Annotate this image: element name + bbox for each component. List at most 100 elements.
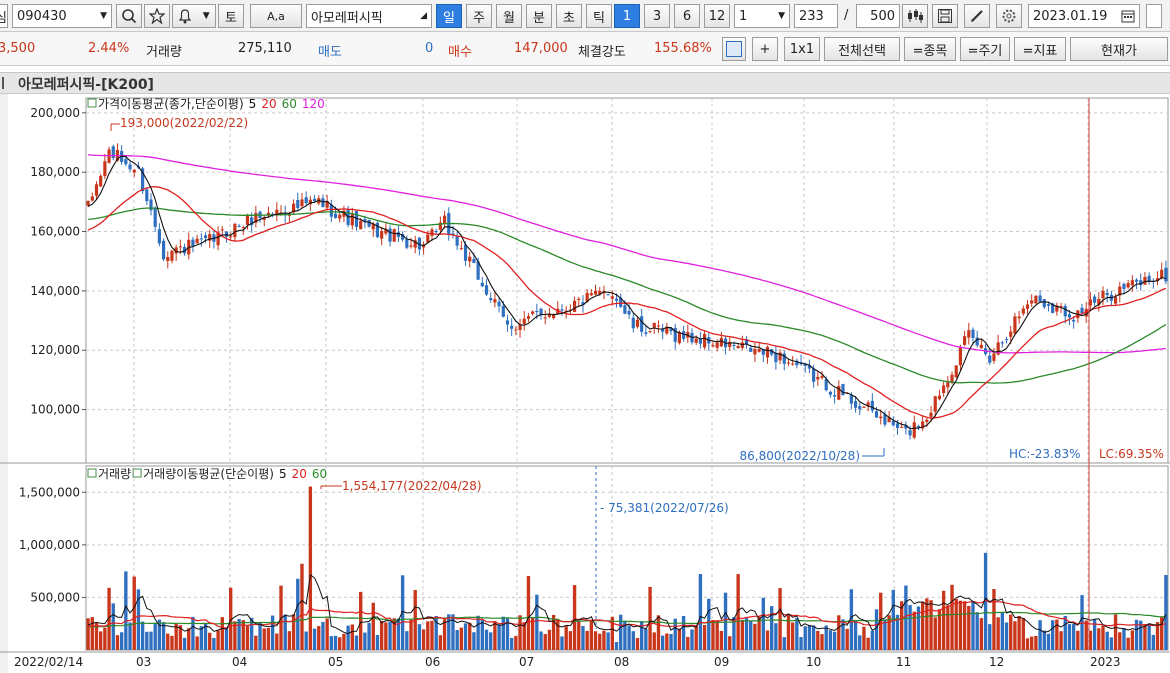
volume-bar xyxy=(681,615,686,650)
stock-settings-button[interactable]: =종목 xyxy=(904,37,956,61)
num-button-2[interactable]: 6 xyxy=(674,4,700,28)
candle-body xyxy=(325,201,329,208)
tab-period-5[interactable]: 틱 xyxy=(586,4,612,28)
candle-body xyxy=(916,425,921,428)
candle-body xyxy=(623,305,627,314)
save-button[interactable] xyxy=(932,4,958,28)
count-value: 233 xyxy=(799,8,824,24)
volume-bar xyxy=(694,625,698,650)
tab-period-4[interactable]: 초 xyxy=(556,4,582,28)
volume-bar xyxy=(673,618,677,650)
chevron-down-icon: ▼ xyxy=(778,11,785,21)
tab-period-1[interactable]: 주 xyxy=(466,4,492,28)
candle-body xyxy=(539,308,543,315)
to-button[interactable]: 토 xyxy=(218,4,244,28)
candle-body xyxy=(975,337,979,346)
search-button[interactable] xyxy=(116,4,142,28)
candle-body xyxy=(224,231,229,237)
draw-tool-button[interactable] xyxy=(964,4,990,28)
volume-bar xyxy=(979,618,984,650)
ratio-button[interactable]: 1x1 xyxy=(784,37,820,61)
stock-code-select[interactable]: 090430 ▼ xyxy=(12,4,112,28)
stock-chart[interactable]: 2022/02/14 03 04 05 06 07 08 09 10 11 12 2023 100,00… xyxy=(0,94,1170,673)
stock-name-select[interactable]: 아모레퍼시픽 ◢ xyxy=(306,4,432,28)
volume-bar xyxy=(1076,630,1080,650)
legend-entry: 60 xyxy=(282,97,297,111)
candle-body xyxy=(988,355,992,363)
legend-entry: 20 xyxy=(261,97,276,111)
volume-bar xyxy=(254,635,258,650)
total-input[interactable]: 500 xyxy=(856,4,900,28)
volume-bar xyxy=(241,620,245,650)
volume-bar xyxy=(967,605,971,650)
volume-bar xyxy=(405,631,409,650)
market-select[interactable]: 심 xyxy=(0,4,8,28)
volume-bar xyxy=(182,637,187,650)
volume-bar xyxy=(925,598,929,650)
num-button-0[interactable]: 1 xyxy=(614,4,640,28)
strength-value: 155.68% xyxy=(654,41,712,56)
volume-bar xyxy=(342,633,346,650)
num-button-3[interactable]: 12 xyxy=(704,4,730,28)
candle-body xyxy=(1030,300,1034,304)
volume-bar xyxy=(1092,619,1097,650)
candle-body xyxy=(887,417,891,423)
volume-bar xyxy=(606,632,610,650)
volume-bar xyxy=(480,619,484,650)
option-checkbox[interactable] xyxy=(1146,4,1162,28)
count-input[interactable]: 233 xyxy=(794,4,838,28)
favorite-button[interactable] xyxy=(144,4,170,28)
candle-body xyxy=(472,258,476,263)
indicator-settings-button[interactable]: =지표 xyxy=(1014,37,1066,61)
tab-period-0[interactable]: 일 xyxy=(436,4,462,28)
volume-bar xyxy=(409,619,413,650)
volume-bar xyxy=(807,624,812,650)
candle-body xyxy=(308,199,312,205)
tab-period-label: 틱 xyxy=(593,10,605,26)
volume-value: 275,110 xyxy=(238,41,292,56)
x-axis-label: 06 xyxy=(425,655,440,669)
volume-bar xyxy=(1021,618,1025,650)
volume-bar xyxy=(535,594,539,650)
candle-type-button[interactable] xyxy=(902,4,928,28)
volume-bar xyxy=(698,574,703,650)
candle-body xyxy=(866,402,870,407)
period-settings-button[interactable]: =주기 xyxy=(960,37,1010,61)
volume-bar xyxy=(648,586,652,650)
hc-label: HC:-23.83% xyxy=(1009,447,1081,461)
volume-bar xyxy=(627,625,631,650)
volume-bar xyxy=(761,597,765,650)
alarm-button[interactable]: ▼ xyxy=(172,4,216,28)
candle-body xyxy=(220,229,224,231)
font-button[interactable]: A,a xyxy=(250,4,302,28)
volume-bar xyxy=(107,587,111,650)
save-icon xyxy=(938,9,952,23)
candle-body xyxy=(694,338,698,343)
candle-body xyxy=(853,401,858,408)
num-button-1[interactable]: 3 xyxy=(644,4,670,28)
candle-body xyxy=(363,219,367,223)
tab-period-2[interactable]: 월 xyxy=(496,4,522,28)
date-input[interactable]: 2023.01.19 xyxy=(1028,4,1140,28)
tab-period-3[interactable]: 분 xyxy=(526,4,552,28)
candle-body xyxy=(619,297,623,307)
settings-button[interactable] xyxy=(996,4,1022,28)
candle-body xyxy=(459,248,463,250)
select-all-button[interactable]: 전체선택 xyxy=(824,37,900,61)
candle-body xyxy=(996,342,1000,355)
volume-bar xyxy=(258,622,262,650)
volume-bar xyxy=(577,621,581,650)
total-value: 500 xyxy=(870,8,895,24)
unit-select[interactable]: 1 ▼ xyxy=(734,4,790,28)
candle-body xyxy=(275,209,279,215)
lc-label: LC:69.35% xyxy=(1099,447,1164,461)
candle-body xyxy=(946,382,950,388)
candle-body xyxy=(296,199,300,208)
chart-toggle-button[interactable] xyxy=(722,37,746,61)
candle-body xyxy=(719,337,723,347)
plus-button[interactable]: + xyxy=(752,37,778,61)
x-axis-label: 04 xyxy=(232,655,247,669)
current-price-button[interactable]: 현재가 xyxy=(1070,37,1168,61)
candle-body xyxy=(1046,304,1051,306)
candle-body xyxy=(392,229,396,242)
